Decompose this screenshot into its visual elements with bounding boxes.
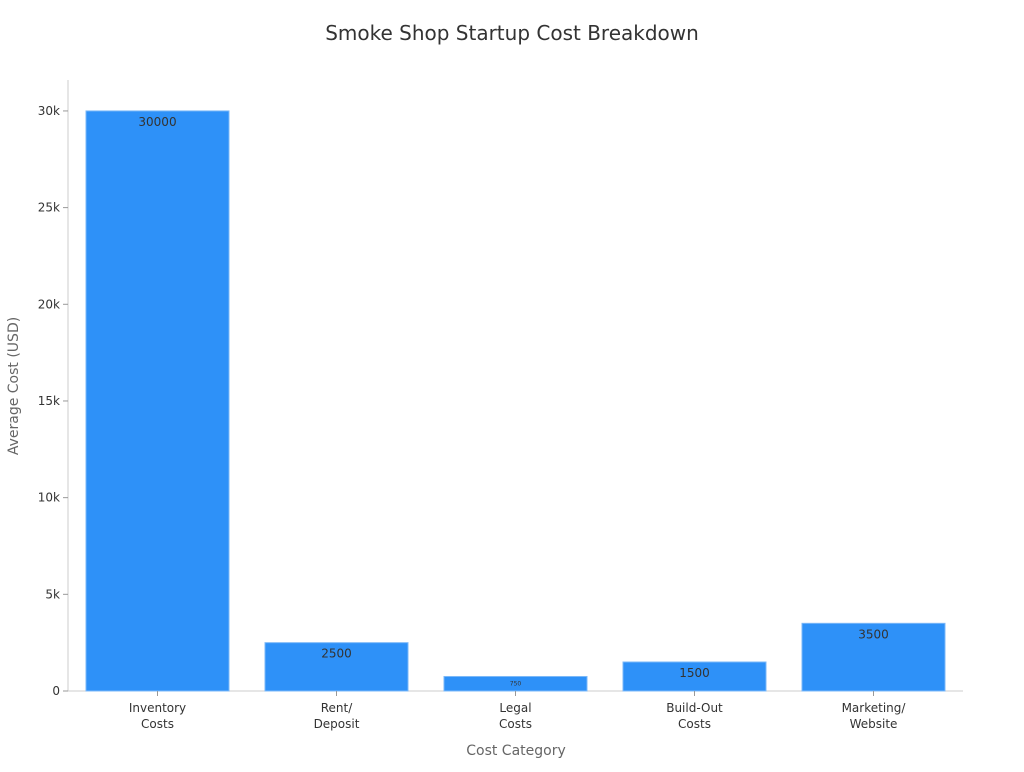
y-tick-label: 15k (38, 394, 60, 408)
x-tick-label: Costs (141, 717, 174, 731)
x-tick-label: Costs (678, 717, 711, 731)
data-label: 3500 (858, 627, 889, 641)
x-tick-label: Costs (499, 717, 532, 731)
y-tick-label: 0 (52, 684, 60, 698)
x-tick-label: Deposit (314, 717, 360, 731)
data-label: 1500 (679, 666, 710, 680)
data-label: 2500 (321, 647, 352, 661)
x-tick-label: Legal (499, 701, 531, 715)
data-label: 30000 (138, 115, 176, 129)
y-tick-label: 10k (38, 491, 60, 505)
x-tick-label: Marketing/ (842, 701, 907, 715)
bar (85, 110, 230, 692)
data-label: 750 (510, 680, 522, 687)
bar (264, 642, 409, 692)
x-tick-label: Website (850, 717, 898, 731)
y-tick-label: 20k (38, 297, 60, 311)
bar (622, 661, 767, 692)
y-tick-label: 25k (38, 201, 60, 215)
x-tick-label: Rent/ (321, 701, 353, 715)
x-tick-label: Build-Out (666, 701, 723, 715)
x-tick-label: Inventory (129, 701, 186, 715)
y-axis-label: Average Cost (USD) (6, 317, 22, 455)
chart-title: Smoke Shop Startup Cost Breakdown (325, 21, 699, 45)
y-tick-label: 30k (38, 104, 60, 118)
y-tick-label: 5k (45, 587, 60, 601)
x-axis-label: Cost Category (466, 743, 566, 759)
